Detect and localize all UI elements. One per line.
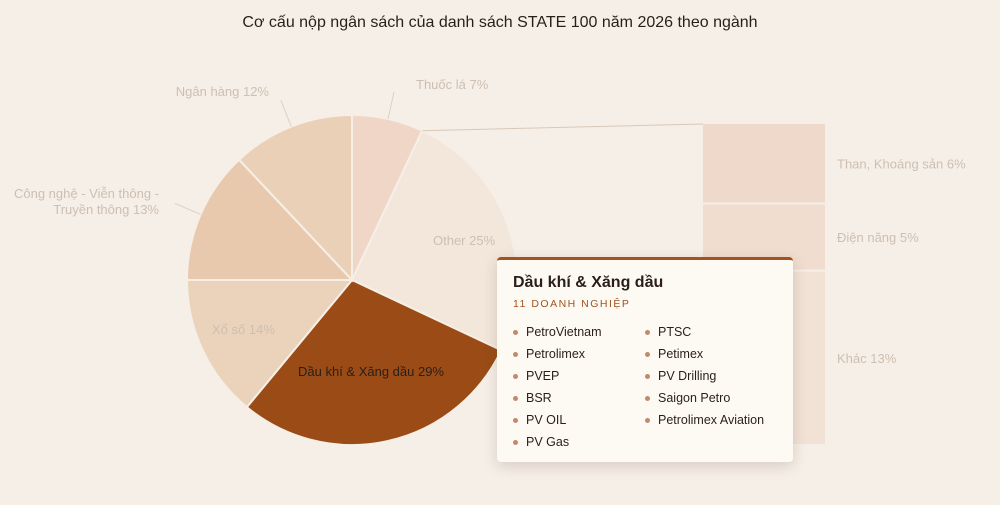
company-name: PVEP — [526, 369, 560, 383]
breakdown-label: Khác 13% — [837, 351, 897, 366]
company-name: BSR — [526, 391, 552, 405]
company-name: PetroVietnam — [526, 325, 602, 339]
leader-line — [387, 91, 395, 120]
breakdown-label: Than, Khoáng sản 6% — [837, 156, 966, 171]
company-item: PV OIL — [513, 412, 645, 434]
bullet-icon — [645, 418, 650, 423]
bullet-icon — [645, 396, 650, 401]
bullet-icon — [645, 374, 650, 379]
company-item: PV Drilling — [645, 368, 777, 390]
breakdown-segment[interactable] — [703, 124, 825, 203]
company-item: PVEP — [513, 368, 645, 390]
pie-slice[interactable] — [185, 279, 355, 409]
leader-line — [174, 202, 201, 215]
company-name: Petrolimex Aviation — [658, 413, 765, 427]
company-item: PetroVietnam — [513, 324, 645, 346]
company-item: Petrolimex Aviation — [645, 412, 777, 434]
breakdown-label: Điện năng 5% — [837, 230, 919, 245]
leader-line — [280, 100, 292, 127]
pie-slice[interactable] — [237, 113, 353, 283]
bullet-icon — [513, 396, 518, 401]
chart-title: Cơ cấu nộp ngân sách của danh sách STATE… — [242, 14, 758, 31]
company-item: BSR — [513, 390, 645, 412]
bullet-icon — [513, 418, 518, 423]
company-item: Petimex — [645, 346, 777, 368]
bullet-icon — [513, 374, 518, 379]
company-name: PTSC — [658, 325, 692, 339]
company-name: PV Drilling — [658, 369, 717, 383]
tooltip-title: Dầu khí & Xăng dầu — [513, 274, 664, 291]
pie-slice[interactable] — [245, 278, 503, 446]
slice-label: Công nghệ - Viễn thông -Truyền thông 13% — [14, 186, 159, 217]
slice-label: Thuốc lá 7% — [416, 77, 489, 92]
bullet-icon — [513, 352, 518, 357]
bullet-icon — [513, 330, 518, 335]
bullet-icon — [645, 352, 650, 357]
company-list-right: PTSC Petimex PV Drilling Saigon Petro Petrol… — [645, 324, 777, 456]
company-name: PV Gas — [526, 435, 570, 449]
company-item: PV Gas — [513, 434, 645, 456]
pie-slice[interactable] — [185, 158, 355, 281]
company-name: Petimex — [658, 347, 704, 361]
slice-label: Other 25% — [433, 233, 496, 248]
company-name: Saigon Petro — [658, 391, 731, 405]
company-item: Saigon Petro — [645, 390, 777, 412]
company-name: PV OIL — [526, 413, 567, 427]
slice-label: Dầu khí & Xăng dầu 29% — [298, 364, 444, 379]
tooltip-panel: Dầu khí & Xăng dầu 11 DOANH NGHIỆP Petro… — [497, 257, 793, 462]
bullet-icon — [645, 330, 650, 335]
tooltip-company-count: 11 DOANH NGHIỆP — [513, 298, 631, 310]
company-name: Petrolimex — [526, 347, 586, 361]
company-item: Petrolimex — [513, 346, 645, 368]
slice-label: Ngân hàng 12% — [176, 84, 270, 99]
company-item: PTSC — [645, 324, 777, 346]
connector-line — [422, 123, 704, 132]
company-list-left: PetroVietnam Petrolimex PVEP BSR PV OIL PV Ga… — [513, 324, 645, 456]
slice-label: Xổ số 14% — [212, 322, 275, 337]
bullet-icon — [513, 440, 518, 445]
